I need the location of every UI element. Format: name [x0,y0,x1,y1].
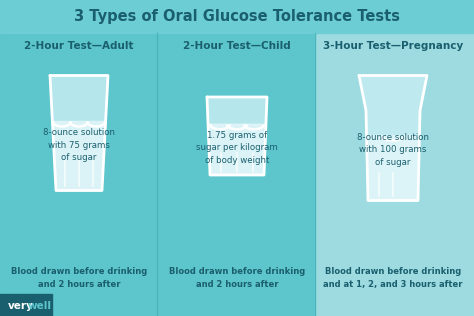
Text: well: well [28,301,52,311]
Polygon shape [50,76,108,191]
Text: Blood drawn before drinking
and at 1, 2, and 3 hours after: Blood drawn before drinking and at 1, 2,… [323,267,463,289]
Polygon shape [366,136,419,200]
Text: 8-ounce solution
with 100 grams
of sugar: 8-ounce solution with 100 grams of sugar [357,133,429,167]
Polygon shape [207,97,267,175]
Text: 3 Types of Oral Glucose Tolerance Tests: 3 Types of Oral Glucose Tolerance Tests [74,9,400,23]
Ellipse shape [401,141,409,155]
Polygon shape [359,76,427,200]
Text: very: very [8,301,34,311]
Polygon shape [208,124,266,175]
Bar [315,0,474,316]
Text: 2-Hour Test—Child: 2-Hour Test—Child [183,41,291,51]
Bar [0,0,474,33]
Text: 8-ounce solution
with 75 grams
of sugar: 8-ounce solution with 75 grams of sugar [43,128,115,162]
Text: 3-Hour Test—Pregnancy: 3-Hour Test—Pregnancy [323,41,463,51]
Text: 1.75 grams of
sugar per kilogram
of body weight: 1.75 grams of sugar per kilogram of body… [196,131,278,165]
Text: Blood drawn before drinking
and 2 hours after: Blood drawn before drinking and 2 hours … [11,267,147,289]
Bar [0,294,52,316]
Bar [0,0,315,316]
Text: 2-Hour Test—Adult: 2-Hour Test—Adult [24,41,134,51]
Text: Blood drawn before drinking
and 2 hours after: Blood drawn before drinking and 2 hours … [169,267,305,289]
Polygon shape [53,121,106,191]
